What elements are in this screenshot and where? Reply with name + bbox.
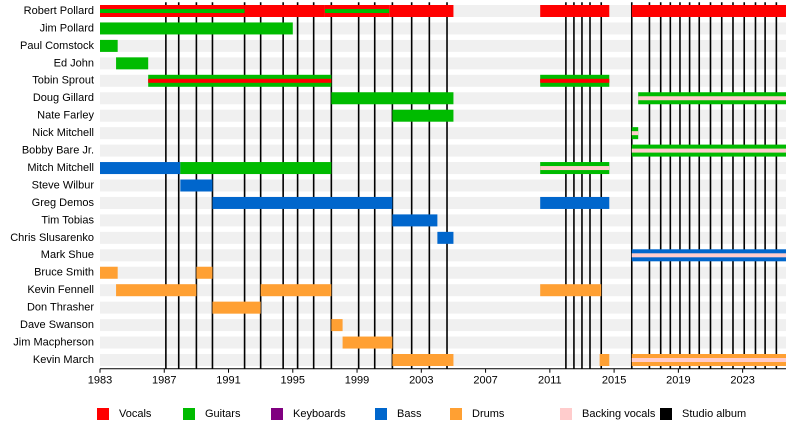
legend-label: Backing vocals xyxy=(582,408,656,420)
member-bar xyxy=(116,57,149,70)
member-bar-inner xyxy=(540,166,610,171)
member-bar xyxy=(212,301,261,314)
member-label: Kevin Fennell xyxy=(27,284,94,296)
member-label: Bruce Smith xyxy=(34,267,94,279)
legend-swatch xyxy=(560,408,572,420)
legend-label: Guitars xyxy=(205,408,241,420)
member-bar-inner xyxy=(324,9,390,13)
member-bar xyxy=(599,354,610,366)
member-label: Mark Shue xyxy=(41,249,94,261)
legend-label: Vocals xyxy=(119,408,152,420)
member-bar-inner xyxy=(631,148,786,153)
x-tick-label: 1999 xyxy=(345,375,369,387)
row-band xyxy=(100,57,786,70)
member-bar xyxy=(100,22,293,35)
row-band xyxy=(100,179,786,192)
member-bar xyxy=(540,5,610,17)
member-label: Steve Wilbur xyxy=(32,179,95,191)
member-bar-inner xyxy=(631,253,786,258)
member-bar xyxy=(540,284,602,297)
row-band xyxy=(100,214,786,227)
member-label: Tobin Sprout xyxy=(32,75,94,87)
member-bar xyxy=(180,162,332,175)
member-label: Mitch Mitchell xyxy=(27,162,94,174)
row-band xyxy=(100,319,786,332)
legend-label: Studio album xyxy=(682,408,746,420)
member-label: Nick Mitchell xyxy=(32,127,94,139)
legend-swatch xyxy=(450,408,462,420)
member-label: Jim Pollard xyxy=(40,22,94,34)
member-label: Nate Farley xyxy=(37,110,94,122)
member-label: Don Thrasher xyxy=(27,302,94,314)
x-tick-label: 2011 xyxy=(538,375,562,387)
member-label: Ed John xyxy=(54,57,94,69)
member-label: Tim Tobias xyxy=(41,214,94,226)
legend-swatch xyxy=(183,408,195,420)
member-bar-inner xyxy=(148,78,332,83)
member-bar-inner xyxy=(540,78,610,83)
member-bar xyxy=(100,39,118,52)
member-bar xyxy=(212,196,393,209)
row-band xyxy=(100,127,786,140)
x-tick-label: 1995 xyxy=(281,375,305,387)
row-band xyxy=(100,336,786,349)
x-tick-label: 2003 xyxy=(409,375,433,387)
row-band xyxy=(100,144,786,157)
member-bar xyxy=(260,284,332,297)
member-bar xyxy=(540,196,610,209)
member-label: Robert Pollard xyxy=(24,5,94,17)
member-bar xyxy=(196,266,213,279)
member-label: Kevin March xyxy=(33,354,94,366)
x-tick-label: 1983 xyxy=(88,375,112,387)
member-bar xyxy=(392,354,454,366)
member-bar xyxy=(389,5,454,17)
legend-label: Bass xyxy=(397,408,422,420)
member-bar xyxy=(631,5,786,17)
member-bar xyxy=(100,162,181,175)
row-band xyxy=(100,196,786,209)
x-tick-label: 2023 xyxy=(730,375,754,387)
row-band xyxy=(100,266,786,279)
member-bar-inner xyxy=(100,9,245,13)
row-band xyxy=(100,249,786,262)
member-bar xyxy=(116,284,197,297)
member-bar xyxy=(392,214,438,227)
legend-label: Keyboards xyxy=(293,408,346,420)
legend-swatch xyxy=(97,408,109,420)
x-tick-label: 1987 xyxy=(152,375,176,387)
member-label: Doug Gillard xyxy=(33,92,94,104)
member-label: Chris Slusarenko xyxy=(10,232,94,244)
row-band xyxy=(100,301,786,314)
legend-swatch xyxy=(660,408,672,420)
legend-swatch xyxy=(271,408,283,420)
x-tick-label: 1991 xyxy=(216,375,240,387)
x-tick-label: 2019 xyxy=(666,375,690,387)
member-label: Jim Macpherson xyxy=(13,336,94,348)
member-bar-inner xyxy=(638,96,786,101)
row-band xyxy=(100,39,786,52)
member-label: Paul Comstock xyxy=(20,40,94,52)
x-tick-label: 2015 xyxy=(602,375,626,387)
member-bar-inner xyxy=(631,358,786,362)
member-bar xyxy=(180,179,213,192)
member-label: Dave Swanson xyxy=(20,319,94,331)
member-label: Bobby Bare Jr. xyxy=(22,145,94,157)
member-bar xyxy=(342,336,393,349)
x-tick-label: 2007 xyxy=(473,375,497,387)
legend-swatch xyxy=(375,408,387,420)
member-bar xyxy=(331,92,454,105)
member-bar xyxy=(437,231,454,244)
member-bar-inner xyxy=(631,131,639,136)
member-bar xyxy=(392,109,454,122)
member-bar xyxy=(100,266,118,279)
member-bar xyxy=(331,319,343,332)
legend-label: Drums xyxy=(472,408,505,420)
member-label: Greg Demos xyxy=(32,197,95,209)
member-bar xyxy=(244,5,325,17)
row-band xyxy=(100,284,786,297)
